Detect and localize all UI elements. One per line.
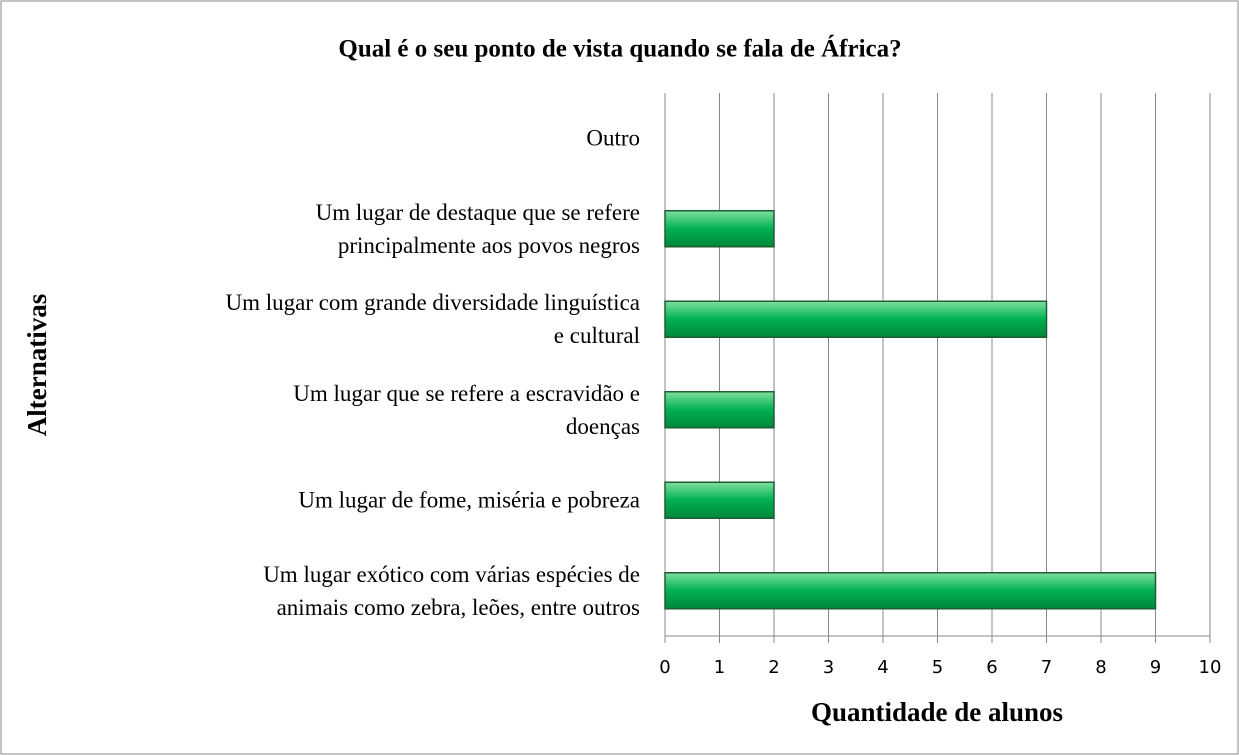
- y-tick-label: Um lugar com grande diversidade linguíst…: [225, 290, 640, 349]
- y-tick-label: Um lugar de fome, miséria e pobreza: [298, 487, 640, 513]
- x-tick-label: 1: [714, 657, 725, 678]
- x-tick-label: 8: [1095, 657, 1106, 678]
- y-tick-label: Um lugar de destaque que se refere princ…: [315, 199, 640, 258]
- bar: [664, 481, 775, 519]
- bar: [664, 391, 775, 429]
- y-tick-label: Um lugar exótico com várias espécies de …: [263, 561, 640, 620]
- y-axis-title: Alternativas: [22, 294, 52, 436]
- bar: [664, 210, 775, 248]
- x-tick-label: 2: [768, 657, 779, 678]
- x-tick-label: 3: [823, 657, 834, 678]
- x-tick-label: 4: [877, 657, 888, 678]
- x-tick-label: 9: [1150, 657, 1161, 678]
- x-tick-label: 0: [659, 657, 670, 678]
- x-tick-label: 6: [986, 657, 997, 678]
- chart-title: Qual é o seu ponto de vista quando se fa…: [338, 35, 901, 63]
- x-axis-title: Quantidade de alunos: [811, 697, 1063, 727]
- bar: [664, 300, 1048, 338]
- x-tick-label: 10: [1199, 657, 1222, 678]
- x-tick-label: 7: [1041, 657, 1052, 678]
- y-tick-label: Outro: [586, 125, 640, 151]
- x-tick-label: 5: [932, 657, 943, 678]
- bar: [664, 572, 1157, 610]
- y-tick-label: Um lugar que se refere a escravidão e do…: [293, 380, 640, 439]
